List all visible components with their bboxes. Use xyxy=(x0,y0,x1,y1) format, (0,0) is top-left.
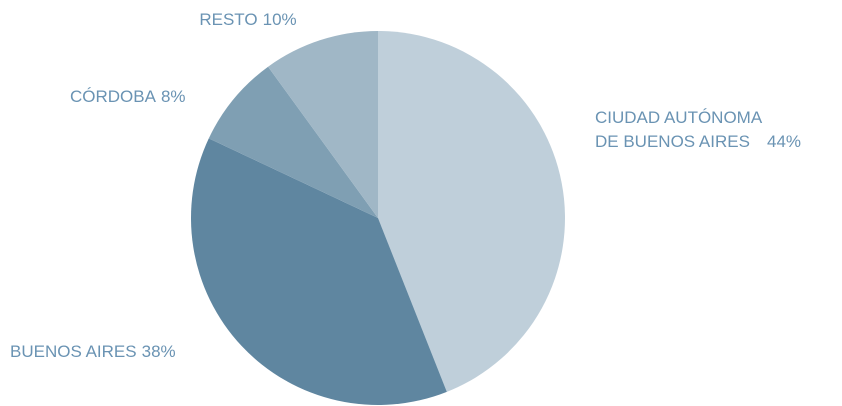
pie-slice xyxy=(208,66,378,218)
category-label: CIUDAD AUTÓNOMA DE BUENOS AIRES xyxy=(595,108,762,151)
pie-slice xyxy=(191,138,447,405)
value-label: 8% xyxy=(160,87,186,106)
slice-label: CIUDAD AUTÓNOMA DE BUENOS AIRES 44% xyxy=(595,106,801,154)
slice-label: RESTO 10% xyxy=(199,8,296,32)
category-label: RESTO xyxy=(199,10,258,29)
value-label: 38% xyxy=(141,342,176,361)
value-label: 10% xyxy=(262,10,297,29)
slice-label: CÓRDOBA 8% xyxy=(70,85,186,109)
pie-slice xyxy=(268,31,378,218)
value-label: 44% xyxy=(767,132,802,151)
category-label: BUENOS AIRES xyxy=(10,342,137,361)
category-label: CÓRDOBA xyxy=(70,87,156,106)
pie-slice xyxy=(378,31,565,392)
slice-label: BUENOS AIRES 38% xyxy=(10,340,176,364)
